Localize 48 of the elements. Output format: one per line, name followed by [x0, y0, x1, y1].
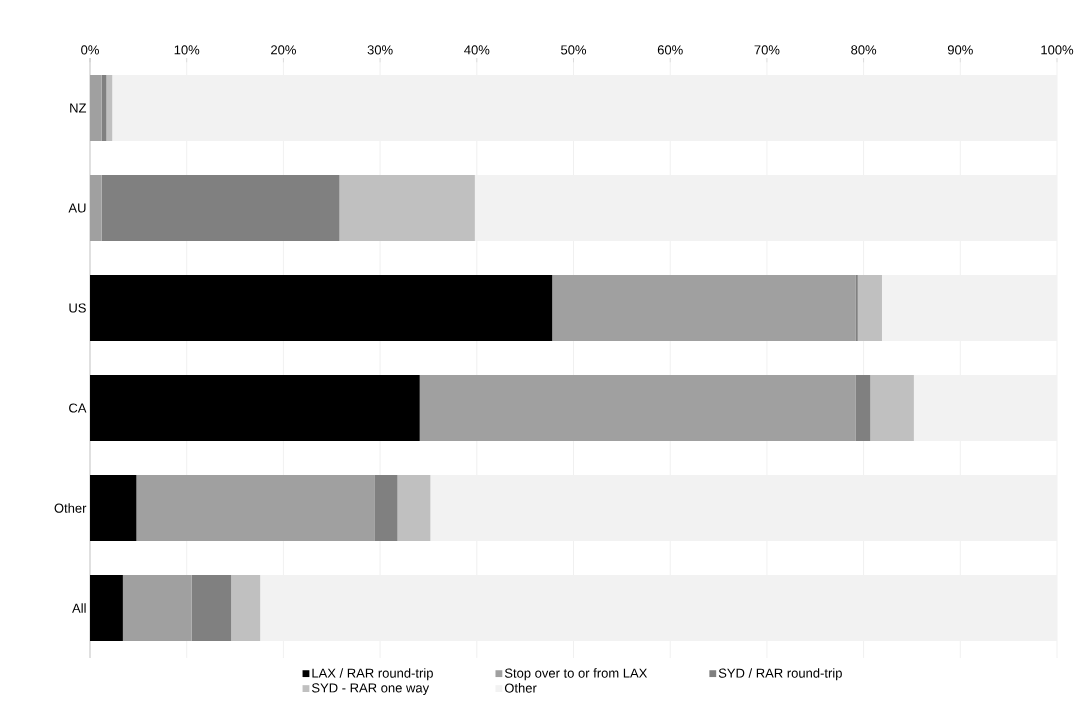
bar	[260, 575, 1058, 641]
y-tick-label: All	[72, 603, 86, 613]
x-tick-label: 20%	[271, 45, 296, 55]
bar	[90, 74, 102, 141]
x-tick-label: 0%	[81, 45, 99, 55]
bar	[881, 275, 1058, 341]
bar	[870, 374, 914, 441]
y-tick-label: Other	[54, 503, 87, 513]
bar	[112, 74, 1058, 141]
bar	[90, 474, 137, 541]
bar	[419, 374, 856, 441]
legend-label: LAX / RAR round-trip	[312, 668, 433, 681]
x-tick-label: 50%	[561, 45, 587, 55]
bar	[90, 275, 553, 341]
bar	[397, 474, 431, 541]
bar	[857, 275, 882, 341]
x-tick-label: 60%	[657, 45, 683, 55]
bar	[430, 474, 1058, 541]
bar	[552, 275, 856, 341]
x-tick-label: 30%	[367, 45, 393, 55]
y-tick-label: US	[69, 303, 86, 313]
bar	[90, 174, 102, 241]
bar	[855, 374, 871, 441]
bar	[339, 174, 475, 241]
bar	[101, 174, 340, 241]
bar	[90, 374, 420, 441]
bar	[474, 174, 1058, 241]
x-tick-label: 70%	[754, 45, 780, 55]
bar	[231, 575, 261, 641]
bar	[374, 474, 398, 541]
x-tick-label: 40%	[464, 45, 490, 55]
x-tick-label: 100%	[1041, 45, 1074, 55]
y-tick-label: AU	[68, 203, 86, 213]
bar	[106, 74, 113, 141]
legend-label: SYD / RAR round-trip	[718, 668, 842, 681]
y-tick-label: NZ	[70, 103, 87, 113]
bar	[191, 575, 232, 641]
bar	[136, 474, 375, 541]
x-tick-label: 90%	[947, 45, 973, 55]
bar	[122, 575, 192, 641]
legend-label: Stop over to or from LAX	[504, 668, 648, 681]
bar	[913, 374, 1058, 441]
legend-label: SYD - RAR one way	[311, 683, 430, 696]
y-tick-label: CA	[69, 403, 87, 413]
bar	[90, 575, 123, 641]
x-tick-label: 80%	[851, 45, 877, 55]
legend-label: Other	[504, 683, 537, 693]
x-tick-label: 10%	[174, 45, 200, 55]
